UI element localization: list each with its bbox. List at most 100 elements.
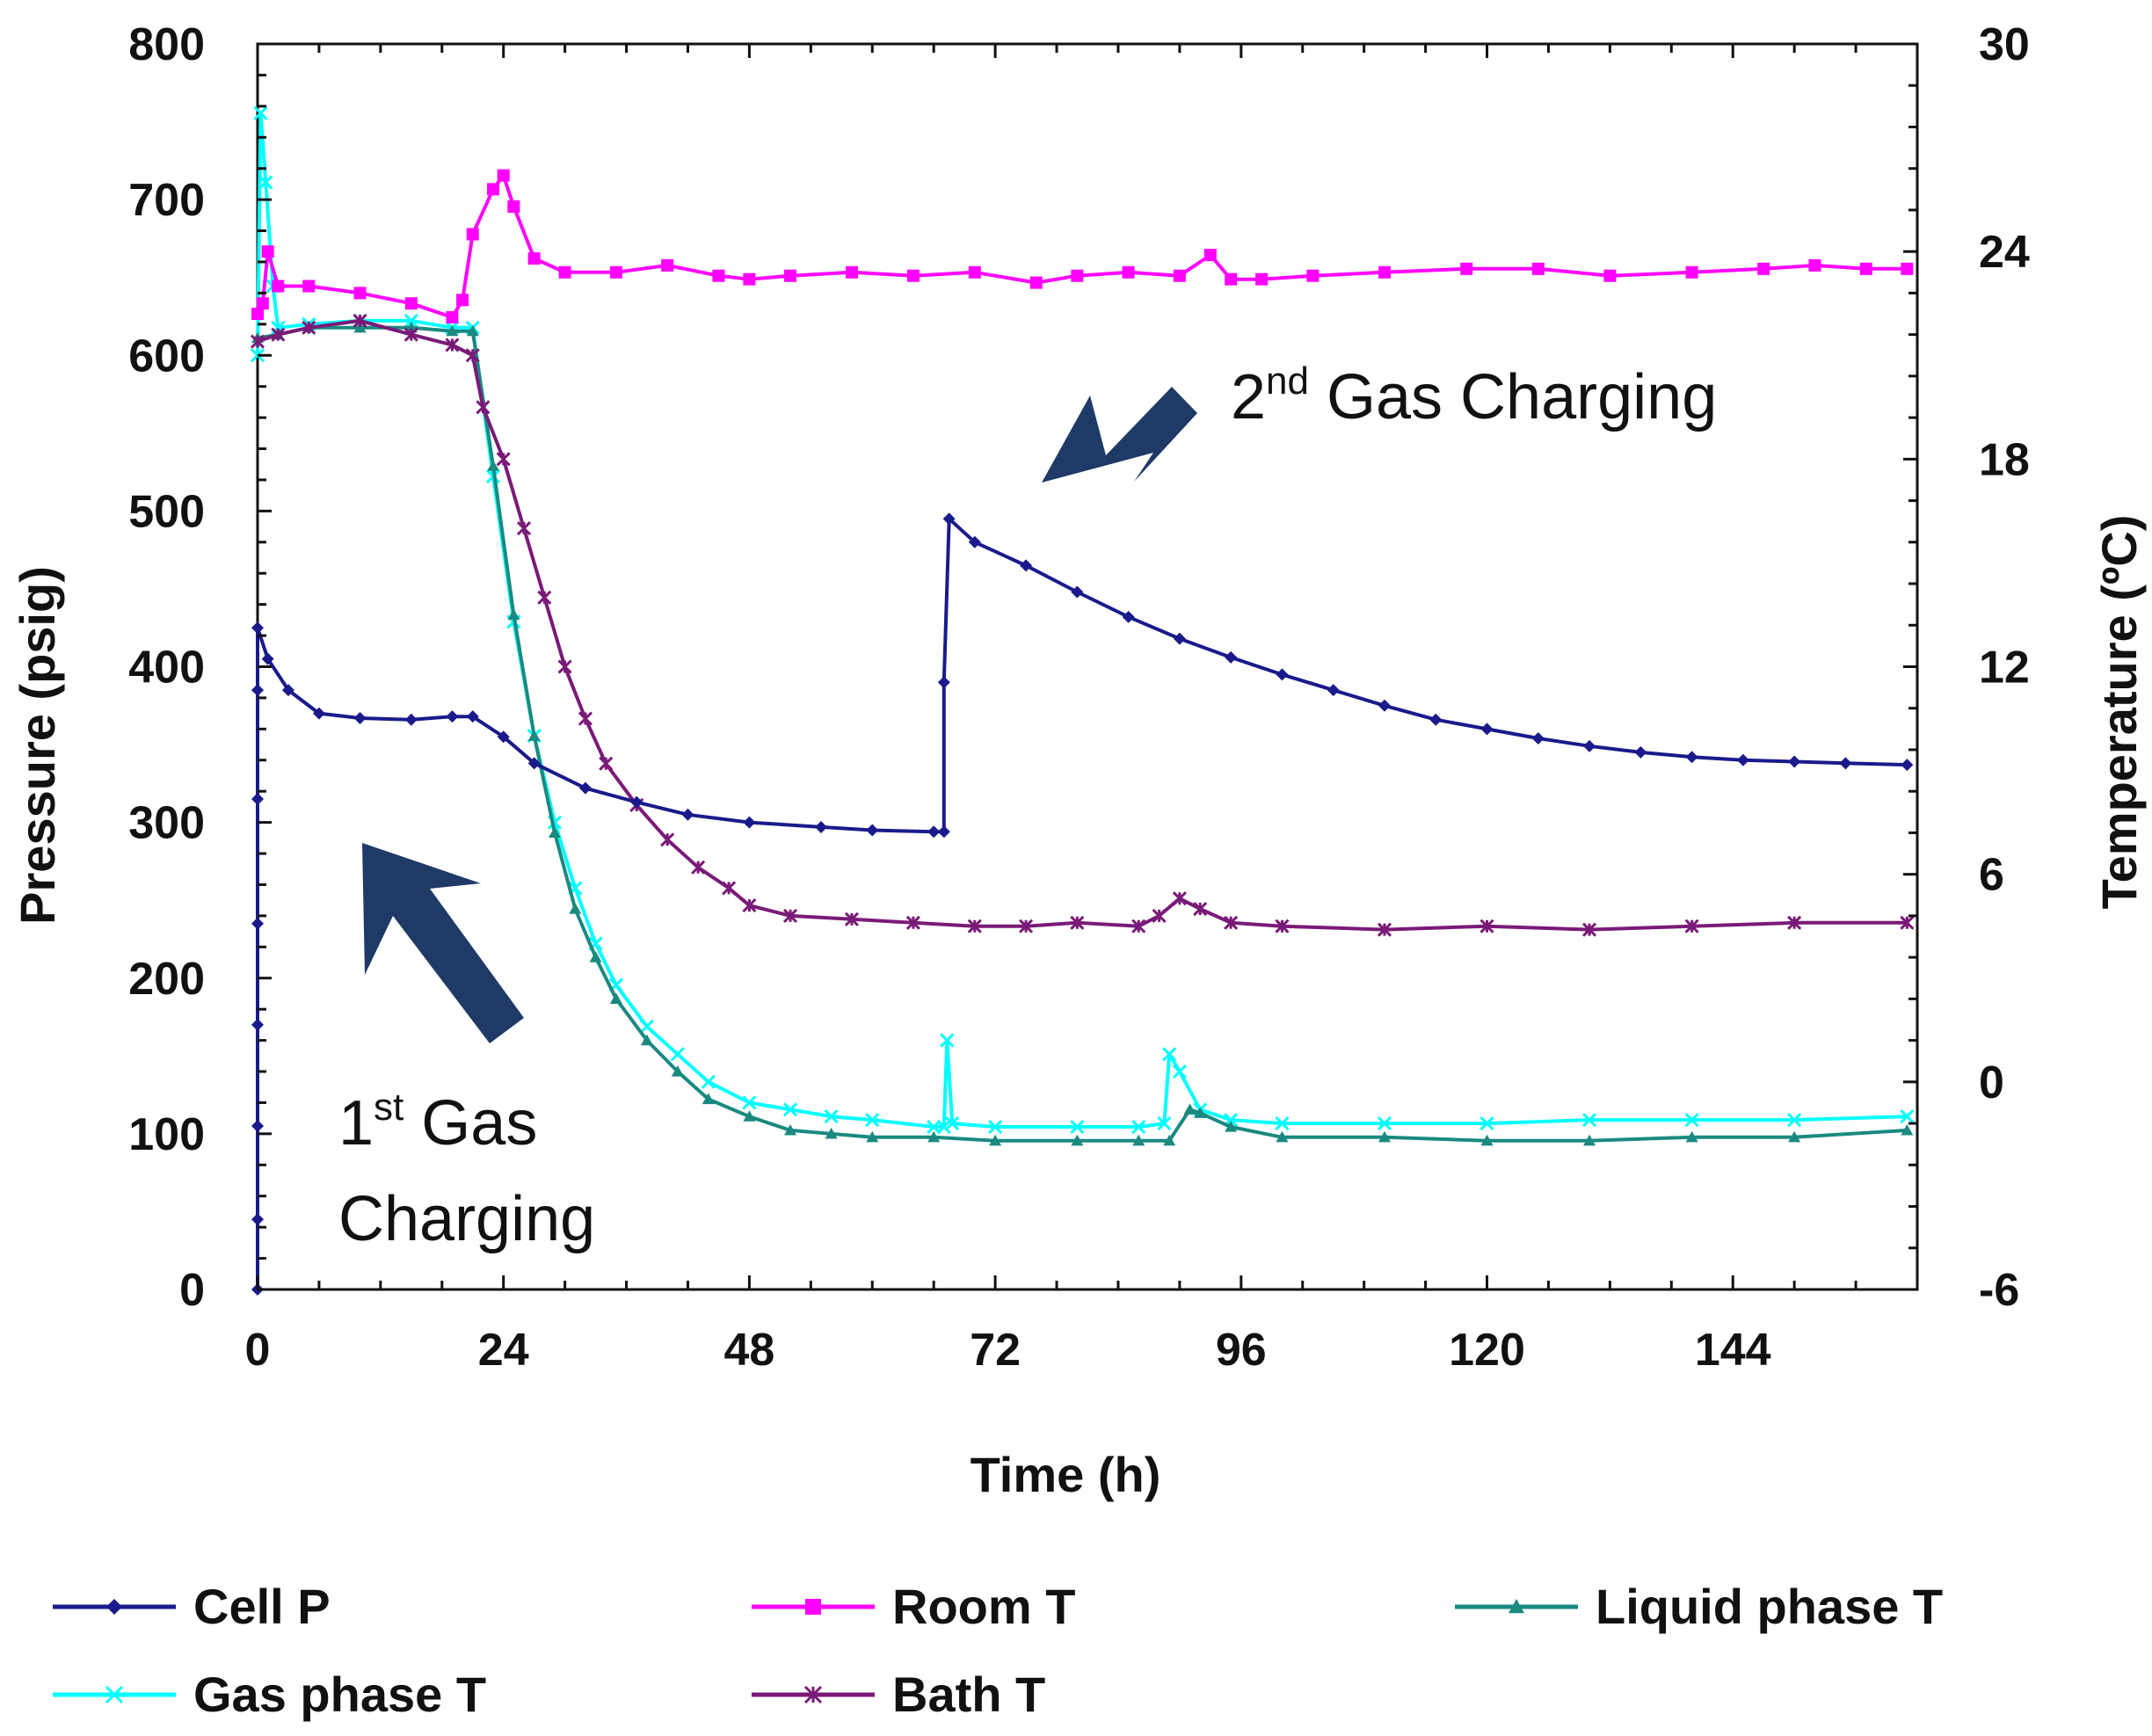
data-point-liquid-phase-t	[1225, 1121, 1238, 1132]
data-point-liquid-phase-t	[1480, 1134, 1494, 1146]
data-point-room-t	[661, 258, 674, 272]
legend-label-room-t: Room T	[892, 1579, 1075, 1634]
data-point-gas-phase-t	[1684, 1113, 1699, 1128]
data-point-cell-p	[942, 512, 956, 526]
data-point-liquid-phase-t	[487, 460, 500, 471]
data-point-gas-phase-t	[701, 1074, 716, 1089]
data-point-room-t	[507, 200, 520, 213]
series-line-liquid-phase-t	[257, 325, 1908, 1143]
series-lines	[250, 105, 1915, 1296]
data-point-room-t	[272, 280, 285, 293]
data-point-bath-t	[465, 348, 480, 363]
data-point-room-t	[1173, 269, 1186, 282]
data-point-liquid-phase-t	[446, 324, 459, 337]
first-charging-arrow	[362, 843, 524, 1043]
data-point-cell-p	[1901, 759, 1914, 772]
data-point-liquid-phase-t	[609, 992, 622, 1004]
data-point-gas-phase-t	[742, 1095, 757, 1110]
first-charging-sup: st	[374, 1086, 404, 1129]
data-point-gas-phase-t	[253, 105, 268, 120]
data-point-bath-t	[1787, 915, 1802, 930]
data-point-room-t	[251, 308, 264, 321]
data-point-room-t	[609, 265, 622, 279]
data-point-bath-t	[1684, 919, 1699, 933]
data-point-room-t	[1071, 269, 1084, 282]
data-point-liquid-phase-t	[1901, 1123, 1914, 1136]
data-point-gas-phase-t	[1787, 1113, 1802, 1128]
data-point-bath-t	[578, 711, 593, 726]
data-point-cell-p	[1583, 739, 1596, 752]
y-left-tick-label: 400	[128, 643, 205, 694]
data-point-cell-p	[1788, 755, 1801, 768]
y-left-tick-label: 300	[128, 798, 205, 849]
data-point-room-t	[1859, 262, 1872, 275]
data-point-liquid-phase-t	[640, 1034, 653, 1046]
data-point-gas-phase-t	[670, 1047, 685, 1062]
data-point-bath-t	[404, 327, 418, 342]
first-charging-gas: Gas	[404, 1088, 537, 1159]
data-point-bath-t	[967, 919, 982, 933]
y-axis-right-title: Temperature (ºC)	[2091, 515, 2147, 910]
data-point-cell-p	[743, 816, 756, 829]
data-point-liquid-phase-t	[466, 324, 479, 337]
data-point-liquid-phase-t	[1163, 1134, 1176, 1146]
data-point-room-t	[1255, 272, 1269, 286]
data-point-liquid-phase-t	[353, 321, 367, 333]
data-point-bath-t	[353, 313, 367, 328]
data-point-gas-phase-t	[1900, 1109, 1915, 1124]
data-point-liquid-phase-t	[671, 1065, 684, 1077]
data-point-cell-p	[527, 757, 541, 770]
legend: Cell P Room T Liquid phase T Gas phase T Bat…	[53, 1579, 1943, 1722]
y-left-tick-label: 100	[128, 1109, 205, 1160]
data-point-room-t	[456, 294, 469, 307]
data-point-bath-t	[782, 908, 798, 923]
data-point-cell-p	[251, 917, 264, 930]
series-bath-t	[250, 313, 1915, 937]
first-charging-ordinal: 1	[338, 1088, 374, 1159]
legend-marker-liquid-phase-t	[1509, 1599, 1524, 1614]
data-point-cell-p	[1173, 632, 1186, 645]
series-cell-p	[251, 512, 1914, 1296]
second-charging-ordinal: 2	[1231, 362, 1266, 432]
data-point-bath-t	[1900, 915, 1915, 930]
data-point-gas-phase-t	[927, 1119, 942, 1135]
y-axis-left-title: Pressure (psig)	[10, 566, 65, 925]
data-point-room-t	[1029, 276, 1043, 289]
legend-item-gas-phase-t: Gas phase T	[53, 1667, 486, 1722]
data-point-room-t	[1901, 262, 1914, 275]
data-point-room-t	[261, 245, 274, 258]
legend-label-liquid-phase-t: Liquid phase T	[1596, 1579, 1943, 1634]
data-point-cell-p	[446, 710, 459, 723]
data-point-gas-phase-t	[404, 313, 418, 328]
y-left-tick-label: 0	[179, 1265, 205, 1316]
y-left-tick-label: 700	[128, 175, 205, 226]
data-point-room-t	[466, 228, 479, 241]
x-axis-title: Time (h)	[971, 1447, 1161, 1502]
data-point-bath-t	[476, 400, 491, 415]
data-point-room-t	[1225, 272, 1238, 286]
series-line-room-t	[256, 173, 1908, 319]
data-point-room-t	[968, 265, 981, 279]
y-left-tick-label: 800	[128, 19, 205, 70]
data-point-liquid-phase-t	[507, 608, 520, 621]
legend-item-bath-t: Bath T	[752, 1667, 1045, 1722]
data-point-gas-phase-t	[940, 1033, 955, 1048]
legend-marker-gas-phase-t	[105, 1685, 124, 1704]
data-point-bath-t	[271, 327, 286, 342]
data-point-bath-t	[905, 915, 920, 930]
y-right-tick-label: 0	[1979, 1057, 2004, 1108]
y-left-tick-label: 600	[128, 330, 205, 381]
data-point-bath-t	[742, 898, 757, 913]
data-point-cell-p	[281, 684, 294, 697]
legend-label-cell-p: Cell P	[193, 1579, 331, 1634]
data-point-cell-p	[814, 820, 827, 833]
tick-labels: 0 24 48 72 96 120 1440100200300400500600700800…	[128, 19, 2030, 1376]
data-point-cell-p	[681, 808, 694, 821]
data-point-bath-t	[1193, 901, 1208, 917]
data-point-room-t	[784, 269, 797, 282]
data-point-cell-p	[1378, 699, 1391, 712]
data-point-cell-p	[1429, 713, 1443, 726]
data-point-liquid-phase-t	[1788, 1130, 1801, 1143]
data-point-cell-p	[251, 1018, 264, 1031]
